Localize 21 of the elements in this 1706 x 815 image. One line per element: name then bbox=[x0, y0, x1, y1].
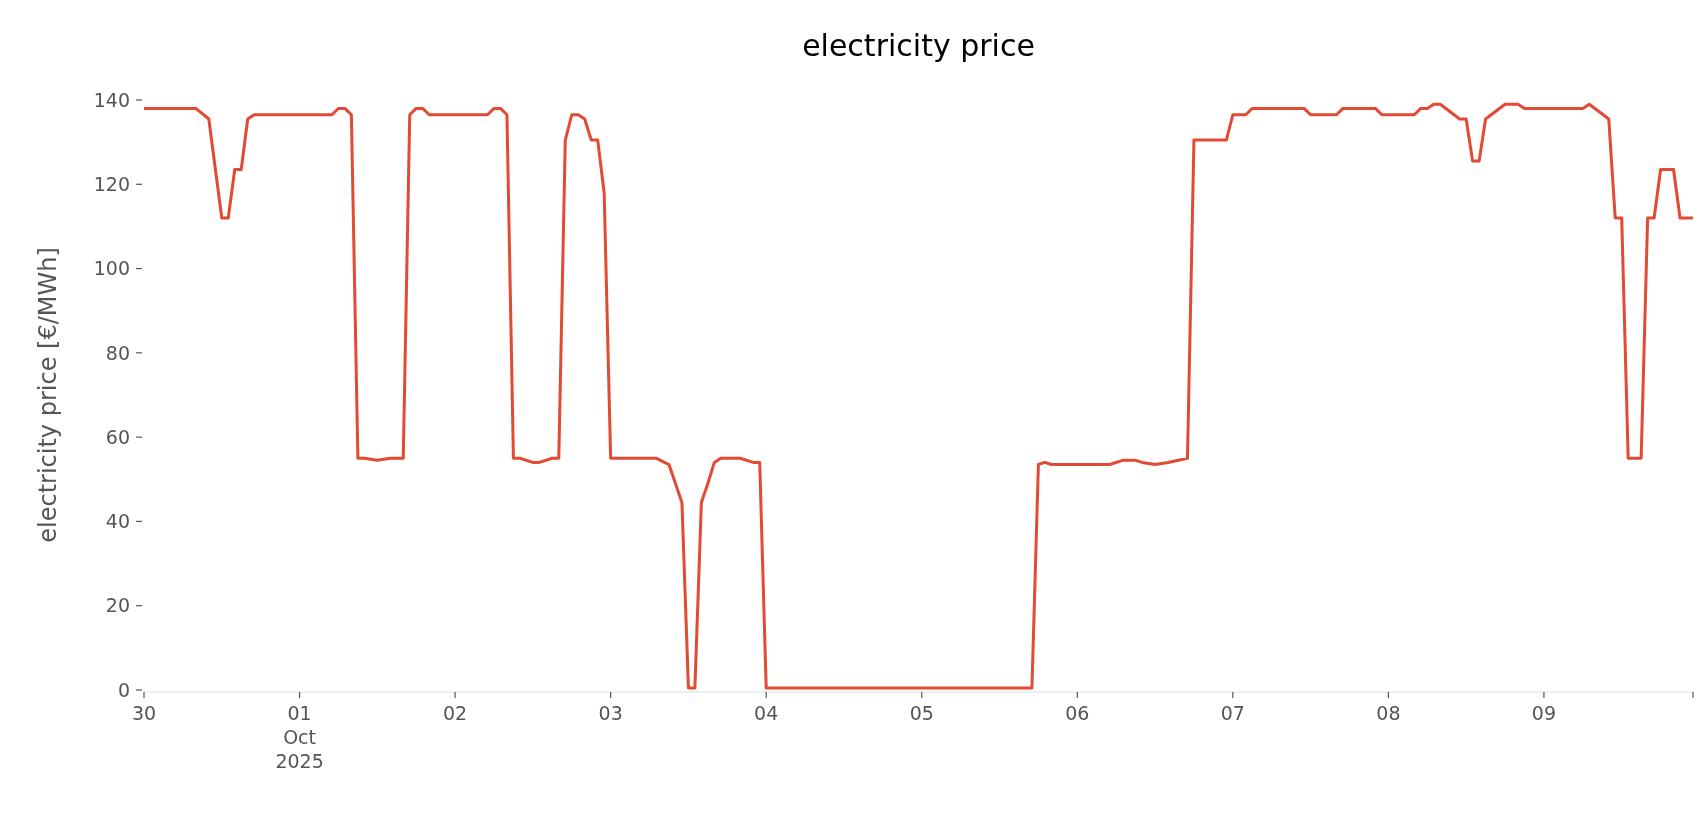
x-tick-label: 08 bbox=[1376, 702, 1401, 724]
x-tick-label: 03 bbox=[598, 702, 623, 724]
y-axis-title: electricity price [€/MWh] bbox=[34, 247, 62, 543]
y-tick-label: 60 bbox=[105, 425, 130, 448]
y-tick-label: 0 bbox=[117, 678, 130, 701]
x-tick-label: 07 bbox=[1220, 702, 1245, 724]
x-tick-label: 06 bbox=[1065, 702, 1090, 724]
y-tick-label: 40 bbox=[105, 510, 130, 533]
y-tick-label: 120 bbox=[93, 172, 130, 195]
x-tick-label: 01 Oct 2025 bbox=[275, 702, 324, 772]
x-tick-label: 30 bbox=[131, 702, 157, 724]
x-tick-label: 04 bbox=[754, 702, 779, 724]
x-tick-label: 05 bbox=[909, 702, 934, 724]
chart-title: electricity price bbox=[802, 28, 1035, 63]
x-tick-label: 09 bbox=[1531, 702, 1557, 724]
x-tick-label: 02 bbox=[443, 702, 468, 724]
y-tick-label: 140 bbox=[93, 88, 130, 111]
line-series bbox=[142, 102, 1695, 690]
y-tick-label: 80 bbox=[105, 341, 130, 364]
y-tick-label: 20 bbox=[105, 594, 130, 617]
y-tick-label: 100 bbox=[93, 257, 130, 280]
